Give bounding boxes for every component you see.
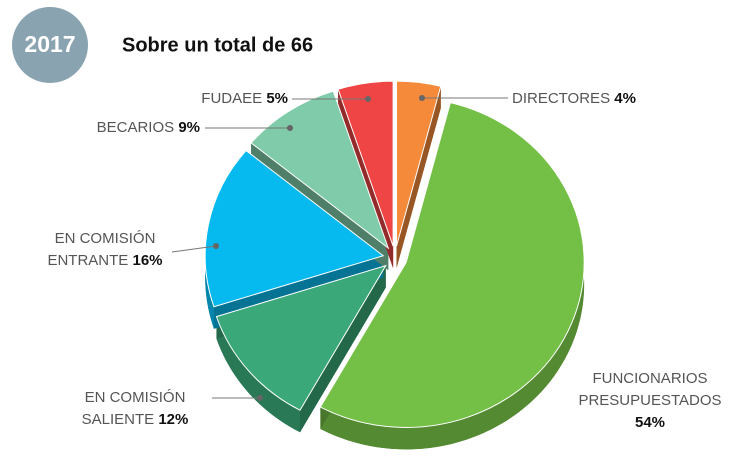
category-label: FUNCIONARIOS PRESUPUESTADOS xyxy=(578,370,722,409)
slice xyxy=(319,102,585,428)
slice xyxy=(215,264,387,411)
slice-side xyxy=(396,86,441,269)
category-label: FUDAEE xyxy=(201,90,263,107)
category-label: EN COMISIÓN SALIENTE xyxy=(81,389,186,428)
value-label: 4% xyxy=(614,90,636,107)
category-label: DIRECTORES xyxy=(512,90,611,107)
slice-side xyxy=(216,316,301,433)
leader-dot xyxy=(213,243,219,249)
slice-side xyxy=(300,265,386,433)
slice-label: BECARIOS 9% xyxy=(40,117,200,139)
leader-dot xyxy=(257,395,263,401)
badge-text: 2017 xyxy=(24,31,75,57)
value-label: 9% xyxy=(178,119,200,136)
leader-line xyxy=(171,245,217,253)
value-label: 5% xyxy=(266,90,288,107)
leader-dot xyxy=(419,95,425,101)
value-label: 12% xyxy=(158,411,189,428)
chart-title: Sobre un total de 66 xyxy=(122,34,313,56)
leader-dot xyxy=(365,96,371,102)
value-label: 54% xyxy=(634,414,666,431)
slice xyxy=(396,80,442,247)
slice-label: FUNCIONARIOS PRESUPUESTADOS 54% xyxy=(565,368,734,434)
slice-label: EN COMISIÓN SALIENTE 12% xyxy=(60,387,210,431)
category-label: EN COMISIÓN ENTRANTE xyxy=(47,230,156,269)
leader-dot xyxy=(287,125,293,131)
slice xyxy=(250,90,390,250)
category-label: BECARIOS xyxy=(96,119,175,136)
slice-label: FUDAEE 5% xyxy=(130,88,288,110)
slice-label: EN COMISIÓN ENTRANTE 16% xyxy=(30,228,180,272)
value-label: 16% xyxy=(132,252,163,269)
badge-circle xyxy=(12,7,88,83)
slice xyxy=(204,149,385,308)
slice xyxy=(337,80,394,247)
slice-label: DIRECTORES 4% xyxy=(512,88,712,110)
